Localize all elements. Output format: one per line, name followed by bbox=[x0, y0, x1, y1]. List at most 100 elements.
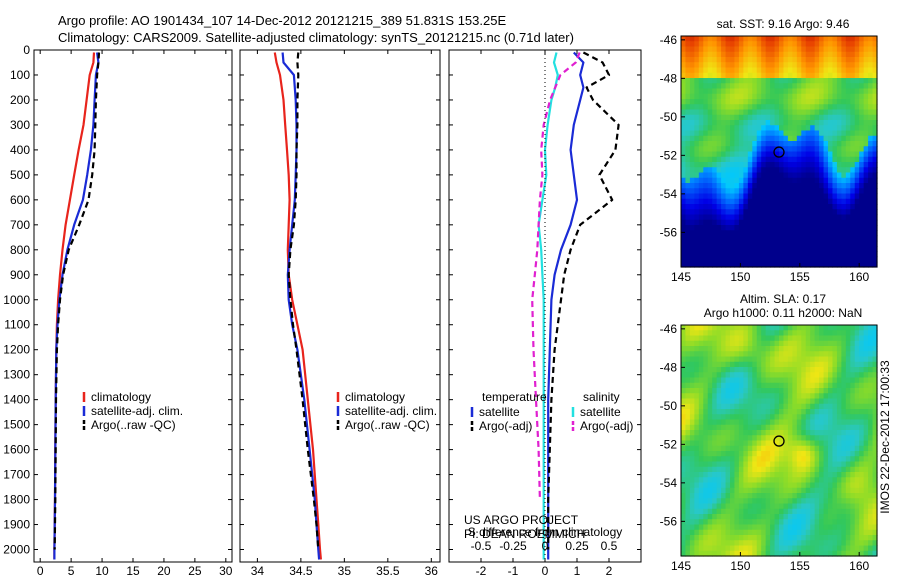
sla-map-cell bbox=[868, 440, 874, 447]
sla-map-cell bbox=[850, 535, 856, 541]
sst-map-cell bbox=[752, 188, 758, 195]
sla-map-cell bbox=[721, 540, 727, 547]
sst-map-cell bbox=[703, 141, 709, 147]
sla-map-cell bbox=[761, 545, 767, 552]
sla-map-cell bbox=[698, 461, 704, 468]
sla-map-cell bbox=[814, 493, 820, 499]
sst-map-cell bbox=[712, 198, 718, 205]
sst-map-cell bbox=[707, 57, 713, 63]
sla-map-cell bbox=[863, 524, 869, 531]
sst-map-cell bbox=[854, 156, 860, 163]
sla-map-cell bbox=[783, 409, 789, 415]
sst-map-cell bbox=[854, 240, 860, 247]
sla-map-cell bbox=[819, 325, 825, 331]
sst-map-cell bbox=[823, 151, 829, 158]
sla-map-cell bbox=[681, 409, 687, 415]
sla-map-cell bbox=[725, 487, 731, 494]
sla-map-cell bbox=[774, 377, 780, 384]
sla-map-cell bbox=[765, 351, 771, 358]
sla-map-cell bbox=[747, 377, 753, 384]
sla-map-cell bbox=[734, 361, 740, 368]
sst-map-cell bbox=[828, 209, 834, 216]
sst-map-cell bbox=[738, 214, 744, 221]
sla-map-cell bbox=[783, 430, 789, 436]
sst-map-cell bbox=[828, 261, 834, 268]
sst-map-cell bbox=[801, 36, 807, 42]
sst-map-cell bbox=[779, 57, 785, 63]
sla-map-cell bbox=[872, 430, 878, 436]
sla-map-cell bbox=[725, 351, 731, 358]
sst-map-cell bbox=[725, 183, 731, 189]
sla-map-cell bbox=[752, 325, 758, 331]
sla-map-cell bbox=[774, 524, 780, 531]
sst-map-cell bbox=[747, 104, 753, 111]
sst-map-cell bbox=[738, 251, 744, 258]
sst-map-cell bbox=[694, 172, 700, 179]
sla-map-cell bbox=[814, 487, 820, 494]
sst-map-cell bbox=[863, 135, 869, 142]
sst-map-cell bbox=[743, 188, 749, 195]
sst-map-cell bbox=[712, 183, 718, 189]
sst-map-cell bbox=[832, 114, 838, 121]
sla-map-cell bbox=[743, 330, 749, 337]
sla-map-cell bbox=[779, 330, 785, 337]
sla-map-cell bbox=[712, 487, 718, 494]
sst-map-cell bbox=[828, 198, 834, 205]
sla-map-cell bbox=[730, 414, 736, 421]
sla-map-cell bbox=[730, 493, 736, 499]
sla-map-cell bbox=[743, 461, 749, 468]
sst-map-cell bbox=[761, 225, 767, 231]
sst-map-cell bbox=[787, 162, 793, 168]
sst-map-cell bbox=[810, 209, 816, 216]
sst-map-cell bbox=[854, 198, 860, 205]
sla-map-cell bbox=[738, 493, 744, 499]
sst-map-cell bbox=[819, 109, 825, 116]
sla-map-cell bbox=[872, 498, 878, 505]
sla-map-cell bbox=[721, 409, 727, 415]
sst-map-cell bbox=[738, 67, 744, 74]
sst-map-cell bbox=[810, 141, 816, 147]
sst-map-cell bbox=[681, 72, 687, 79]
sst-map-cell bbox=[832, 36, 838, 42]
sst-map-cell bbox=[836, 151, 842, 158]
sla-map-cell bbox=[854, 361, 860, 368]
sst-map-cell bbox=[779, 225, 785, 231]
sst-map-cell bbox=[761, 230, 767, 237]
sst-map-cell bbox=[685, 46, 691, 53]
sst-map-cell bbox=[716, 120, 722, 126]
sla-map-cell bbox=[819, 372, 825, 379]
sst-map-cell bbox=[859, 141, 865, 147]
sla-map-cell bbox=[721, 487, 727, 494]
sla-map-cell bbox=[721, 419, 727, 426]
sst-map-cell bbox=[707, 135, 713, 142]
sst-map-cell bbox=[694, 88, 700, 95]
sst-map-cell bbox=[698, 146, 704, 153]
sla-map-cell bbox=[685, 346, 691, 352]
sla-map-cell bbox=[850, 440, 856, 447]
sst-map-cell bbox=[792, 172, 798, 179]
sla-map-cell bbox=[694, 535, 700, 541]
sla-map-cell bbox=[863, 545, 869, 552]
sla-map-cell bbox=[730, 550, 736, 557]
sst-map-cell bbox=[756, 167, 762, 174]
sla-map-cell bbox=[703, 393, 709, 400]
sst-map-cell bbox=[810, 214, 816, 221]
sst-map-cell bbox=[721, 146, 727, 153]
sst-map-cell bbox=[823, 146, 829, 153]
sla-map-cell bbox=[872, 388, 878, 394]
sst-map-cell bbox=[703, 240, 709, 247]
sst-map-cell bbox=[681, 240, 687, 247]
sst-map-cell bbox=[747, 219, 753, 226]
sla-map-cell bbox=[685, 351, 691, 358]
sst-map-cell bbox=[689, 135, 695, 142]
sst-map-cell bbox=[681, 198, 687, 205]
sst-map-cell bbox=[792, 88, 798, 95]
sla-map-cell bbox=[819, 519, 825, 526]
sla-map-cell bbox=[743, 398, 749, 405]
sst-map-cell bbox=[819, 246, 825, 252]
sla-map-cell bbox=[716, 487, 722, 494]
sla-map-cell bbox=[770, 414, 776, 421]
sst-map-cell bbox=[796, 146, 802, 153]
sla-map-cell bbox=[743, 440, 749, 447]
sla-map-cell bbox=[836, 325, 842, 331]
